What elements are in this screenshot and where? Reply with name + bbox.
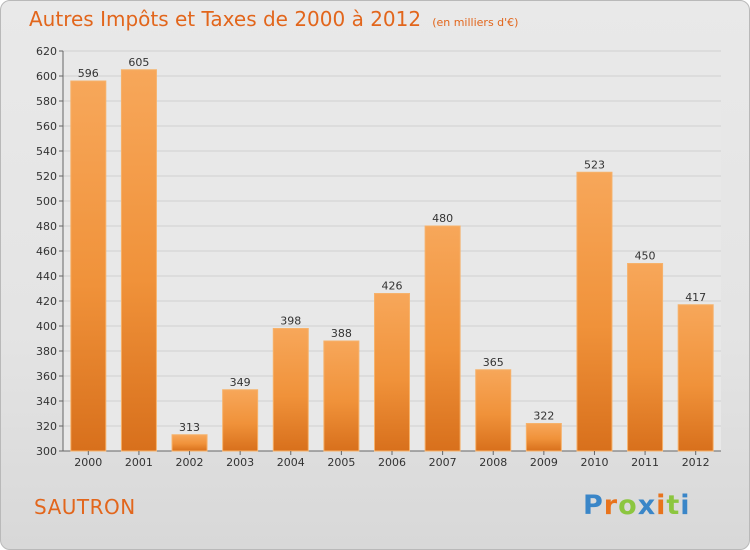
title-row: Autres Impôts et Taxes de 2000 à 2012 (e…: [29, 7, 518, 31]
bar: [677, 304, 714, 452]
x-tick-label: 2007: [429, 456, 457, 469]
y-tick-label: 620: [36, 45, 57, 58]
y-tick-label: 400: [36, 320, 57, 333]
bar: [475, 369, 512, 452]
bar-value-label: 417: [685, 291, 706, 304]
logo-letter: x: [637, 490, 657, 521]
x-tick-label: 2001: [125, 456, 153, 469]
proxiti-logo: Proxiti: [583, 490, 691, 521]
bar-value-label: 398: [280, 315, 301, 328]
x-tick-label: 2000: [74, 456, 102, 469]
bar-value-label: 605: [128, 56, 149, 69]
bar-value-label: 480: [432, 212, 453, 225]
x-tick-label: 2011: [631, 456, 659, 469]
logo-letter: i: [656, 490, 667, 521]
logo-letter: r: [603, 490, 619, 521]
y-tick-label: 600: [36, 70, 57, 83]
y-tick-label: 300: [36, 445, 57, 458]
bar: [171, 434, 208, 452]
bar-value-label: 523: [584, 158, 605, 171]
x-tick-label: 2006: [378, 456, 406, 469]
y-tick-label: 540: [36, 145, 57, 158]
bar: [323, 340, 360, 452]
x-tick-label: 2010: [580, 456, 608, 469]
y-tick-label: 580: [36, 95, 57, 108]
bar-value-label: 596: [78, 67, 99, 80]
bar: [374, 293, 410, 452]
y-tick-label: 500: [36, 195, 57, 208]
bar: [120, 69, 157, 452]
y-tick-label: 340: [36, 395, 57, 408]
chart-subtitle: (en milliers d'€): [432, 16, 519, 29]
logo-letter: P: [583, 490, 604, 521]
y-tick-label: 380: [36, 345, 57, 358]
y-tick-label: 480: [36, 220, 57, 233]
x-tick-label: 2012: [682, 456, 710, 469]
x-tick-label: 2002: [176, 456, 204, 469]
logo-letter: t: [666, 490, 681, 521]
y-tick-label: 420: [36, 295, 57, 308]
logo-letter: i: [680, 490, 691, 521]
bar: [424, 225, 461, 452]
x-tick-label: 2004: [277, 456, 305, 469]
y-tick-label: 440: [36, 270, 57, 283]
bar-value-label: 322: [533, 410, 554, 423]
bar: [272, 328, 309, 452]
y-tick-label: 360: [36, 370, 57, 383]
y-tick-label: 320: [36, 420, 57, 433]
bar: [222, 389, 259, 452]
bar-value-label: 349: [230, 376, 251, 389]
bar: [70, 80, 107, 452]
logo-letter: o: [618, 490, 638, 521]
y-tick-label: 520: [36, 170, 57, 183]
x-tick-label: 2009: [530, 456, 558, 469]
bar-value-label: 426: [382, 280, 403, 293]
x-tick-label: 2003: [226, 456, 254, 469]
bar-value-label: 450: [635, 250, 656, 263]
bar: [576, 171, 613, 452]
x-tick-label: 2008: [479, 456, 507, 469]
bar-value-label: 365: [483, 356, 504, 369]
x-tick-label: 2005: [327, 456, 355, 469]
bar-value-label: 313: [179, 421, 200, 434]
bar: [525, 423, 562, 452]
y-tick-label: 560: [36, 120, 57, 133]
y-tick-label: 460: [36, 245, 57, 258]
bar-value-label: 388: [331, 327, 352, 340]
chart-title: Autres Impôts et Taxes de 2000 à 2012: [29, 7, 422, 31]
commune-name: SAUTRON: [34, 495, 136, 519]
bar: [627, 263, 664, 452]
